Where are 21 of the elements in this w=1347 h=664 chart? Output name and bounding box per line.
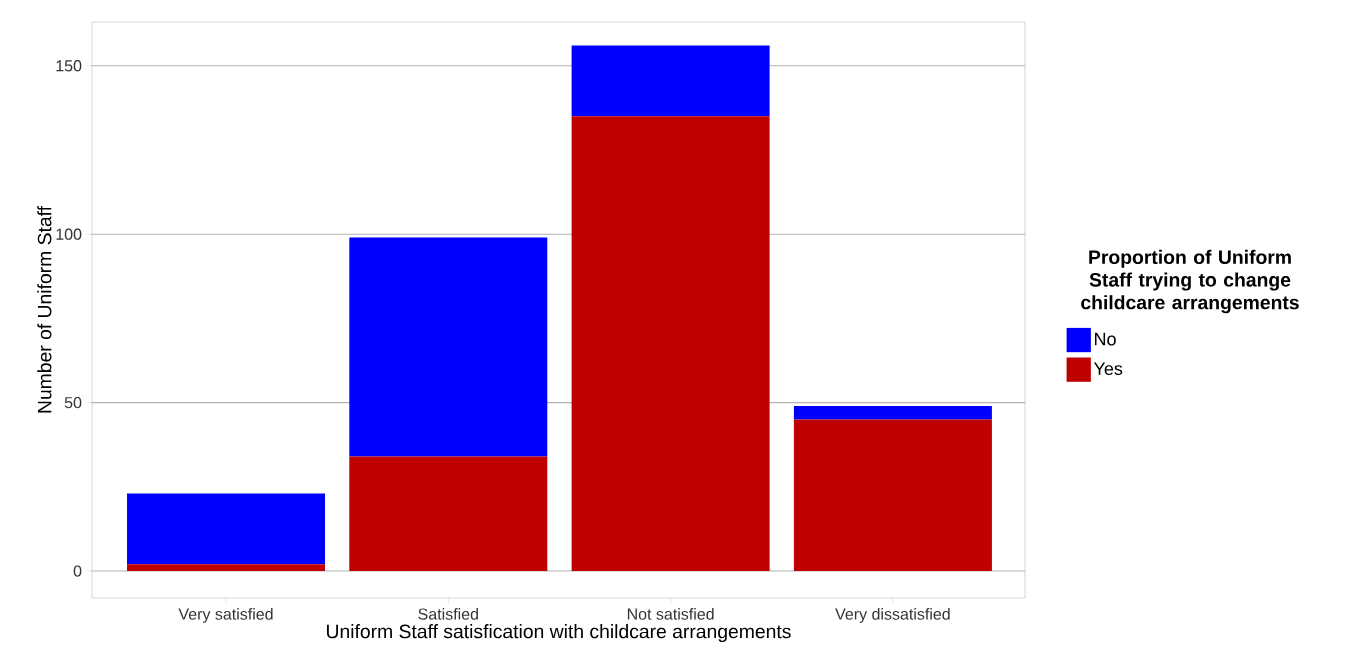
y-tick-label: 0 xyxy=(73,565,82,577)
y-tick-label: 150 xyxy=(56,60,82,72)
legend-label: No xyxy=(1095,332,1116,346)
bar xyxy=(793,419,992,572)
x-tick-label: Very dissatisfied xyxy=(835,608,950,623)
y-axis-title: Number of Uniform Staff xyxy=(37,205,52,413)
y-tick-label: 50 xyxy=(64,396,82,409)
x-axis-title: Uniform Staff satisfication with childcare arrangements xyxy=(327,624,791,643)
x-tick-label: Not satisfied xyxy=(627,608,714,620)
bar xyxy=(349,237,548,457)
bar xyxy=(793,405,992,420)
x-tick-label: Very satisfied xyxy=(178,608,273,623)
bar xyxy=(127,493,326,565)
bar xyxy=(571,45,770,117)
bar xyxy=(349,456,548,572)
bar xyxy=(127,564,326,572)
legend-title: Proportion of Uniform Staff trying to change childcare arrangements xyxy=(1081,249,1299,314)
x-tick-label: Satisfied xyxy=(418,608,478,620)
y-tick-label: 100 xyxy=(56,228,82,240)
bar xyxy=(571,116,770,572)
legend-label: Yes xyxy=(1093,362,1123,376)
